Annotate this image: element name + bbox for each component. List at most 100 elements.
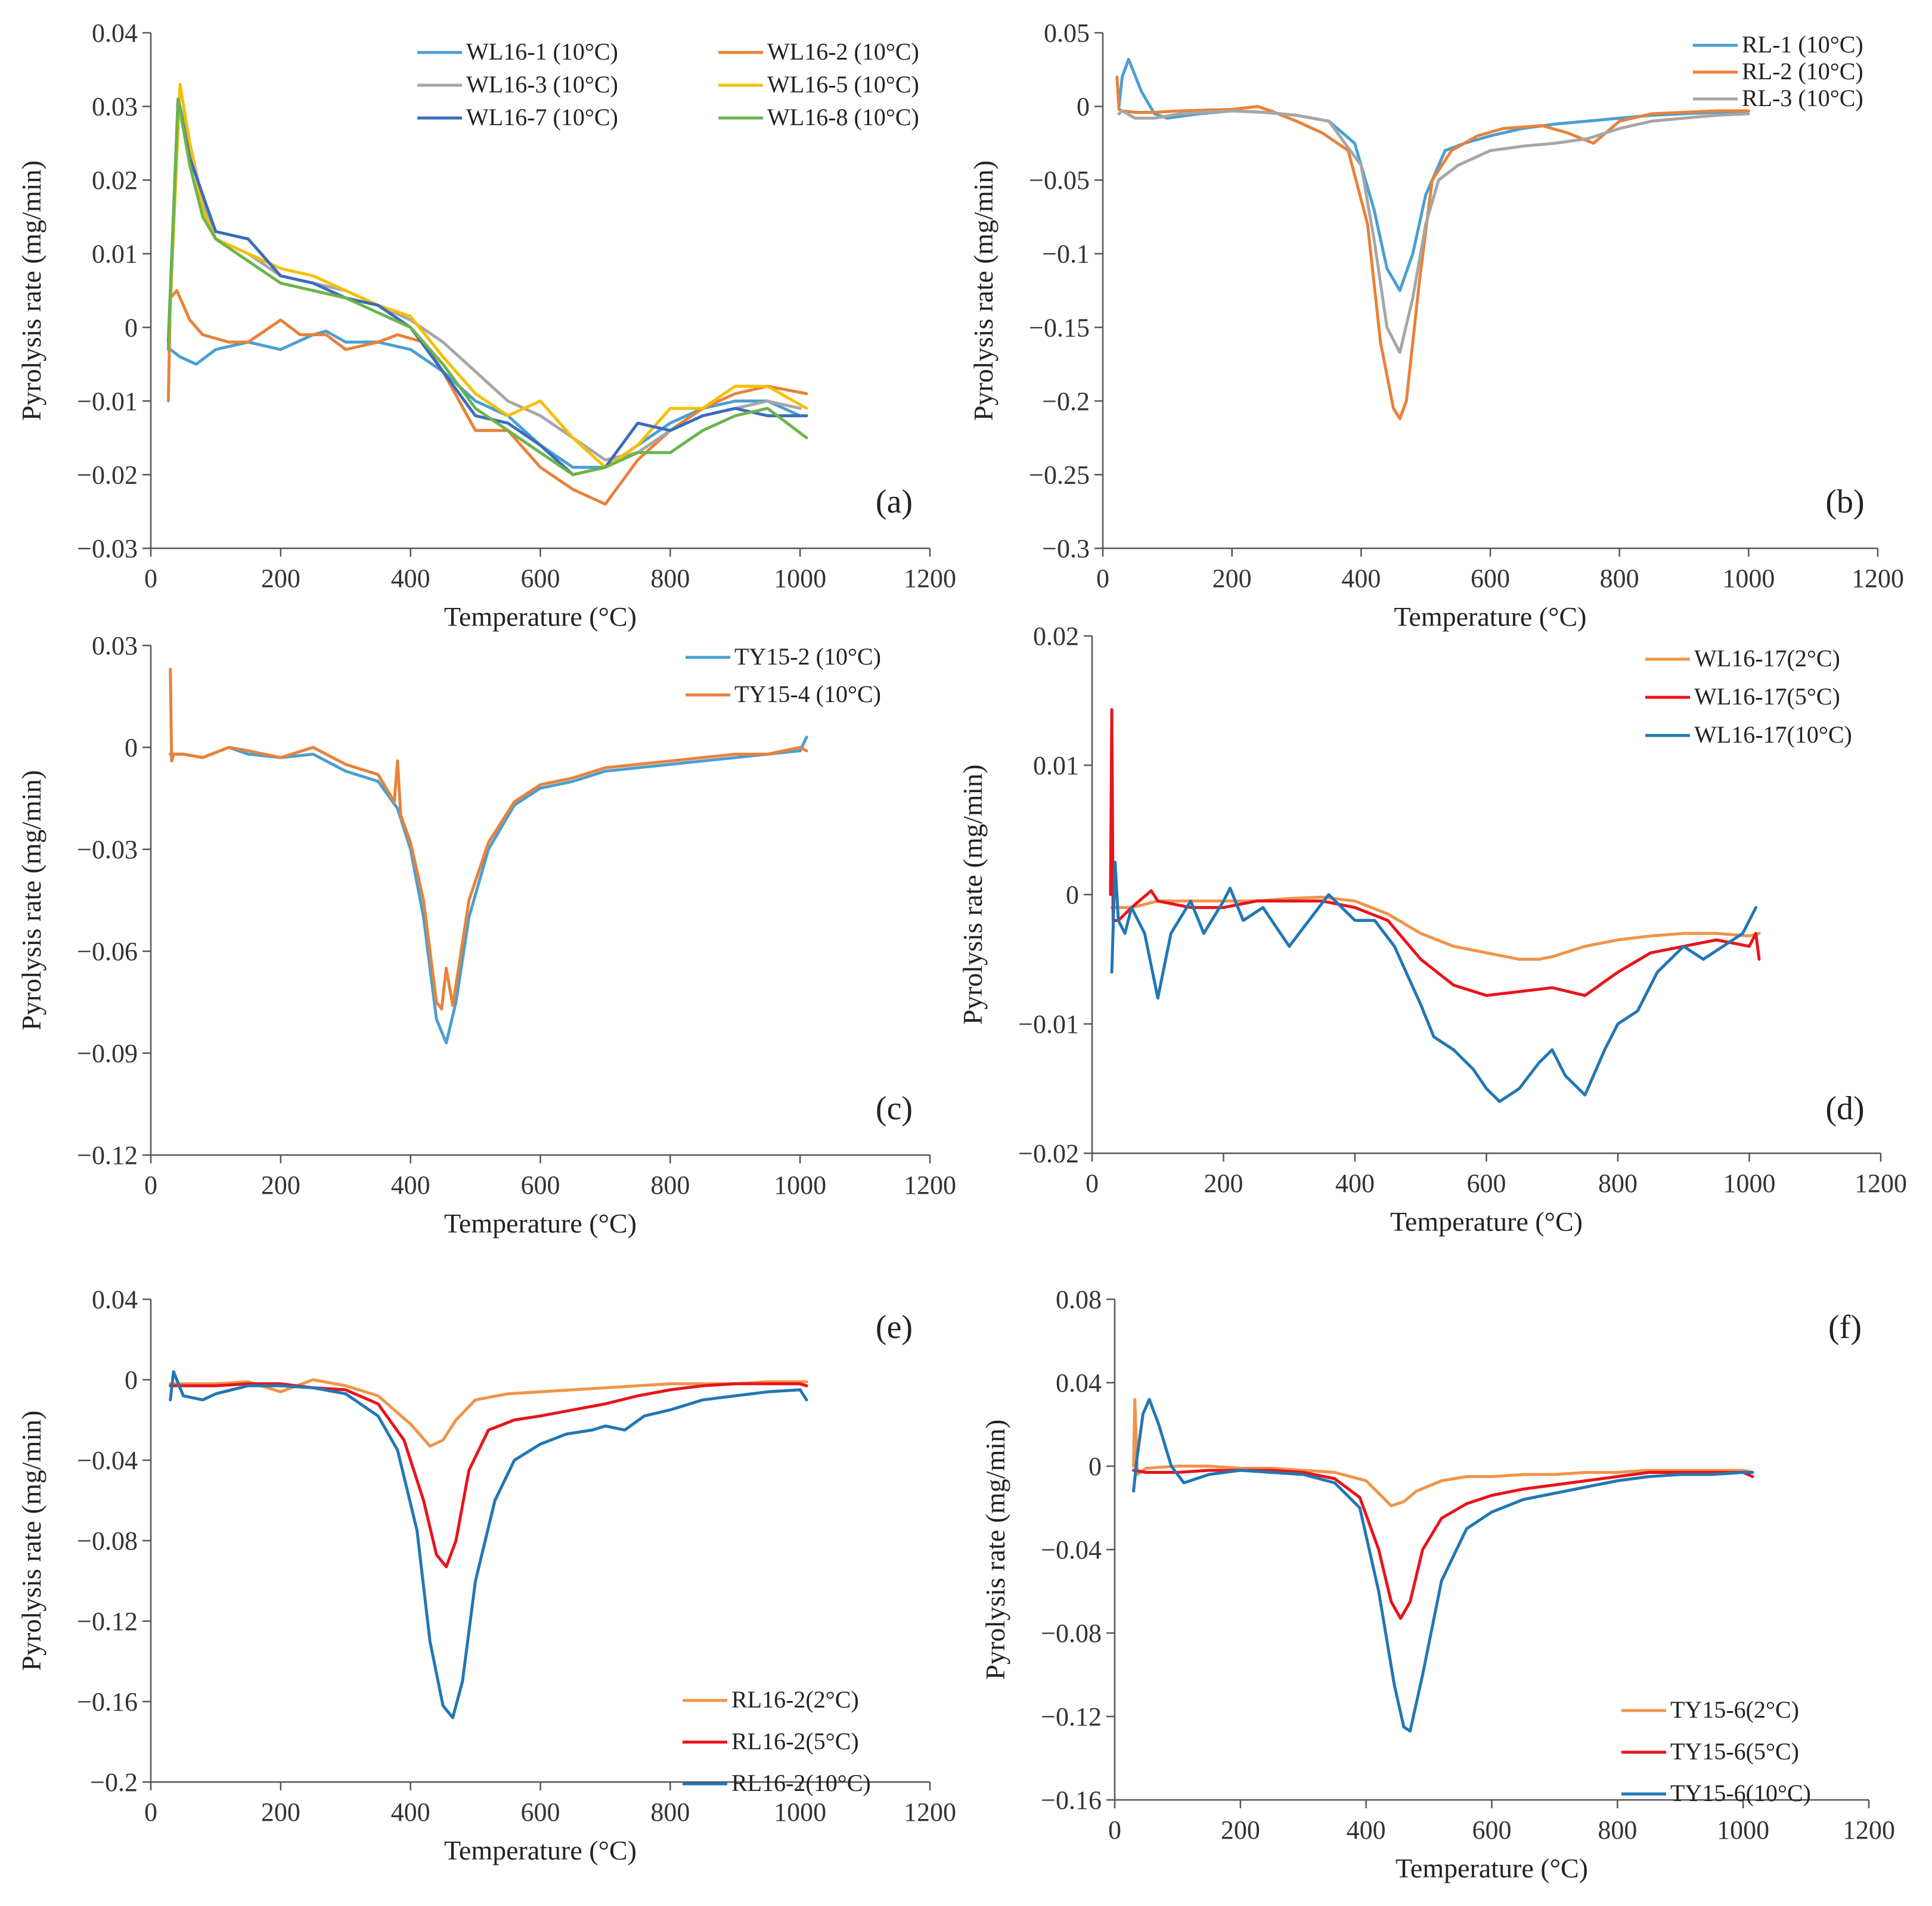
legend-entry: RL16-2(2°C) [731,1686,859,1713]
x-tick-label: 800 [1598,1815,1637,1845]
y-tick-label: −0.06 [77,937,138,966]
x-tick-label: 1000 [774,564,826,593]
series-line-c-1 [169,668,808,1011]
x-tick-label: 1200 [904,564,956,593]
legend-entry: WL16-17(10°C) [1694,721,1852,748]
legend-entry: WL16-2 (10°C) [767,38,919,65]
y-axis-label: Pyrolysis rate (mg/min) [16,160,46,421]
legend-entry: TY15-2 (10°C) [734,643,881,670]
series-line-d-2 [1110,861,1757,1103]
y-tick-label: −0.04 [77,1446,138,1475]
x-tick-label: 200 [1204,1169,1243,1198]
y-tick-label: −0.02 [77,460,138,489]
y-tick-label: −0.2 [1042,387,1090,416]
y-tick-label: −0.1 [1042,240,1090,269]
series-line-e-1 [169,1382,808,1569]
x-tick-label: 800 [1600,564,1639,593]
y-axis-label: Pyrolysis rate (mg/min) [16,770,46,1030]
x-tick-label: 400 [1335,1169,1375,1198]
panel-label: (b) [1825,483,1864,520]
y-axis-label: Pyrolysis rate (mg/min) [968,160,998,421]
y-tick-label: 0 [125,313,138,342]
y-tick-label: 0 [125,733,138,762]
x-tick-label: 400 [1341,564,1381,593]
panel-b: 0 200 400 600 800 1000 1200 −0.3 −0.25 −0.2 −0.15 −… [968,18,1904,632]
x-tick-label: 1200 [904,1798,956,1827]
legend-entry: TY15-6(5°C) [1670,1738,1799,1765]
y-tick-label: 0.01 [92,240,138,269]
x-tick-label: 0 [1096,564,1109,593]
y-tick-label: −0.03 [77,534,138,563]
legend-entry: WL16-17(5°C) [1694,683,1840,710]
legend-entry: TY15-6(10°C) [1670,1780,1811,1806]
x-tick-label: 1200 [1843,1815,1895,1845]
y-tick-label: 0.01 [1033,751,1079,780]
legend-entry: RL-1 (10°C) [1742,31,1863,58]
x-tick-label: 1000 [1722,564,1775,593]
panel-c: 0 200 400 600 800 1000 1200 −0.12 −0.09 −0.06 −0.0… [16,631,956,1238]
x-tick-label: 200 [261,1798,300,1827]
y-tick-label: −0.12 [77,1141,138,1170]
y-tick-label: −0.04 [1041,1535,1102,1564]
panel-label: (e) [876,1309,913,1346]
series-line-a-3 [166,83,808,469]
y-tick-label: −0.01 [77,387,138,416]
x-axis-label: Temperature (°C) [1394,601,1587,632]
y-tick-label: 0.03 [92,92,138,122]
x-tick-label: 200 [261,564,300,593]
x-tick-label: 0 [144,564,157,593]
x-tick-label: 600 [1471,564,1510,593]
series-line-e-0 [169,1378,808,1448]
x-tick-label: 600 [521,1798,560,1827]
x-tick-label: 1000 [1723,1169,1776,1198]
x-tick-label: 0 [144,1798,157,1827]
y-tick-label: −0.25 [1029,460,1090,489]
x-tick-label: 600 [1472,1815,1512,1845]
y-tick-label: −0.01 [1018,1010,1079,1039]
x-axis-label: Temperature (°C) [1390,1206,1583,1237]
legend-entry: RL-3 (10°C) [1742,85,1863,111]
panel-label: (a) [876,483,913,520]
panel-label: (d) [1825,1090,1864,1127]
series-line-c-0 [169,735,808,1045]
legend-entry: WL16-17(2°C) [1694,645,1840,672]
x-tick-label: 400 [1347,1815,1386,1845]
legend-entry: TY15-6(2°C) [1670,1696,1799,1723]
y-tick-label: 0.08 [1056,1285,1102,1314]
x-tick-label: 800 [650,564,690,593]
x-tick-label: 1000 [1717,1815,1769,1845]
y-tick-label: −0.03 [77,835,138,864]
y-tick-label: 0 [125,1365,138,1395]
y-tick-label: −0.08 [1041,1619,1102,1648]
y-tick-label: −0.16 [77,1687,138,1716]
panel-e: 0 200 400 600 800 1000 1200 −0.2 −0.16 −0.12 −0.08… [16,1285,956,1865]
legend-entry: WL16-7 (10°C) [466,104,618,131]
y-axis-label: Pyrolysis rate (mg/min) [980,1420,1010,1680]
legend-entry: TY15-4 (10°C) [734,681,881,707]
series-line-d-1 [1109,708,1761,997]
y-tick-label: −0.15 [1029,313,1090,342]
y-tick-label: −0.12 [1041,1702,1102,1731]
x-axis-label: Temperature (°C) [444,601,637,632]
y-tick-label: 0 [1066,880,1079,909]
x-tick-label: 400 [391,564,430,593]
series-line-a-1 [166,289,808,506]
y-tick-label: 0.04 [92,1285,138,1314]
x-tick-label: 0 [1108,1815,1121,1845]
panel-label: (f) [1828,1309,1862,1346]
x-axis-label: Temperature (°C) [444,1208,637,1238]
y-axis-label: Pyrolysis rate (mg/min) [16,1411,46,1671]
y-tick-label: −0.02 [1018,1139,1079,1168]
series-line-b-2 [1117,109,1750,354]
x-tick-label: 200 [1221,1815,1260,1845]
panel-label: (c) [876,1090,913,1127]
x-tick-label: 0 [1086,1169,1099,1198]
x-tick-label: 600 [1467,1169,1506,1198]
y-tick-label: −0.16 [1041,1786,1102,1815]
panel-a: 0 200 400 600 800 1000 1200 −0.03 −0.02 −0.01 0 0.0… [16,18,956,632]
x-axis-label: Temperature (°C) [1395,1853,1588,1883]
x-tick-label: 1000 [774,1798,826,1827]
x-tick-label: 1200 [1855,1169,1907,1198]
y-tick-label: 0.02 [1033,622,1079,651]
